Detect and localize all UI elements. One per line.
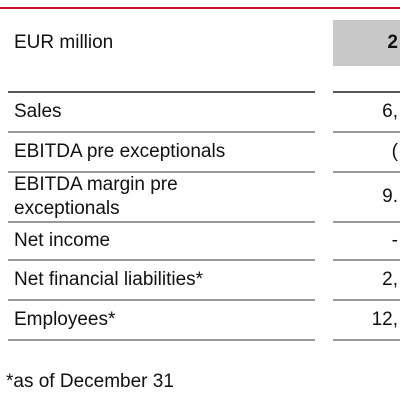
row-label: EBITDA pre exceptionals — [14, 141, 225, 162]
row-value: 2, — [382, 269, 398, 290]
row-value: 12, — [372, 309, 398, 330]
row-value: ( — [392, 141, 399, 162]
row-label: Net income — [14, 230, 110, 251]
row-label: exceptionals — [14, 198, 120, 219]
table-body: Sales 6, EBITDA pre exceptionals ( EBITDA ma… — [8, 101, 400, 341]
header-year: 2 — [387, 32, 398, 53]
header-label: EUR million — [14, 32, 113, 53]
row-value: 6, — [382, 101, 398, 122]
row-value: 9. — [382, 186, 398, 207]
row-label: Sales — [14, 101, 62, 122]
footnote: *as of December 31 — [6, 371, 174, 392]
row-label: Employees* — [14, 309, 116, 330]
row-value: - — [392, 230, 398, 251]
row-label: Net financial liabilities* — [14, 269, 204, 290]
header-year-cell — [333, 20, 400, 66]
row-label: EBITDA margin pre — [14, 174, 178, 195]
